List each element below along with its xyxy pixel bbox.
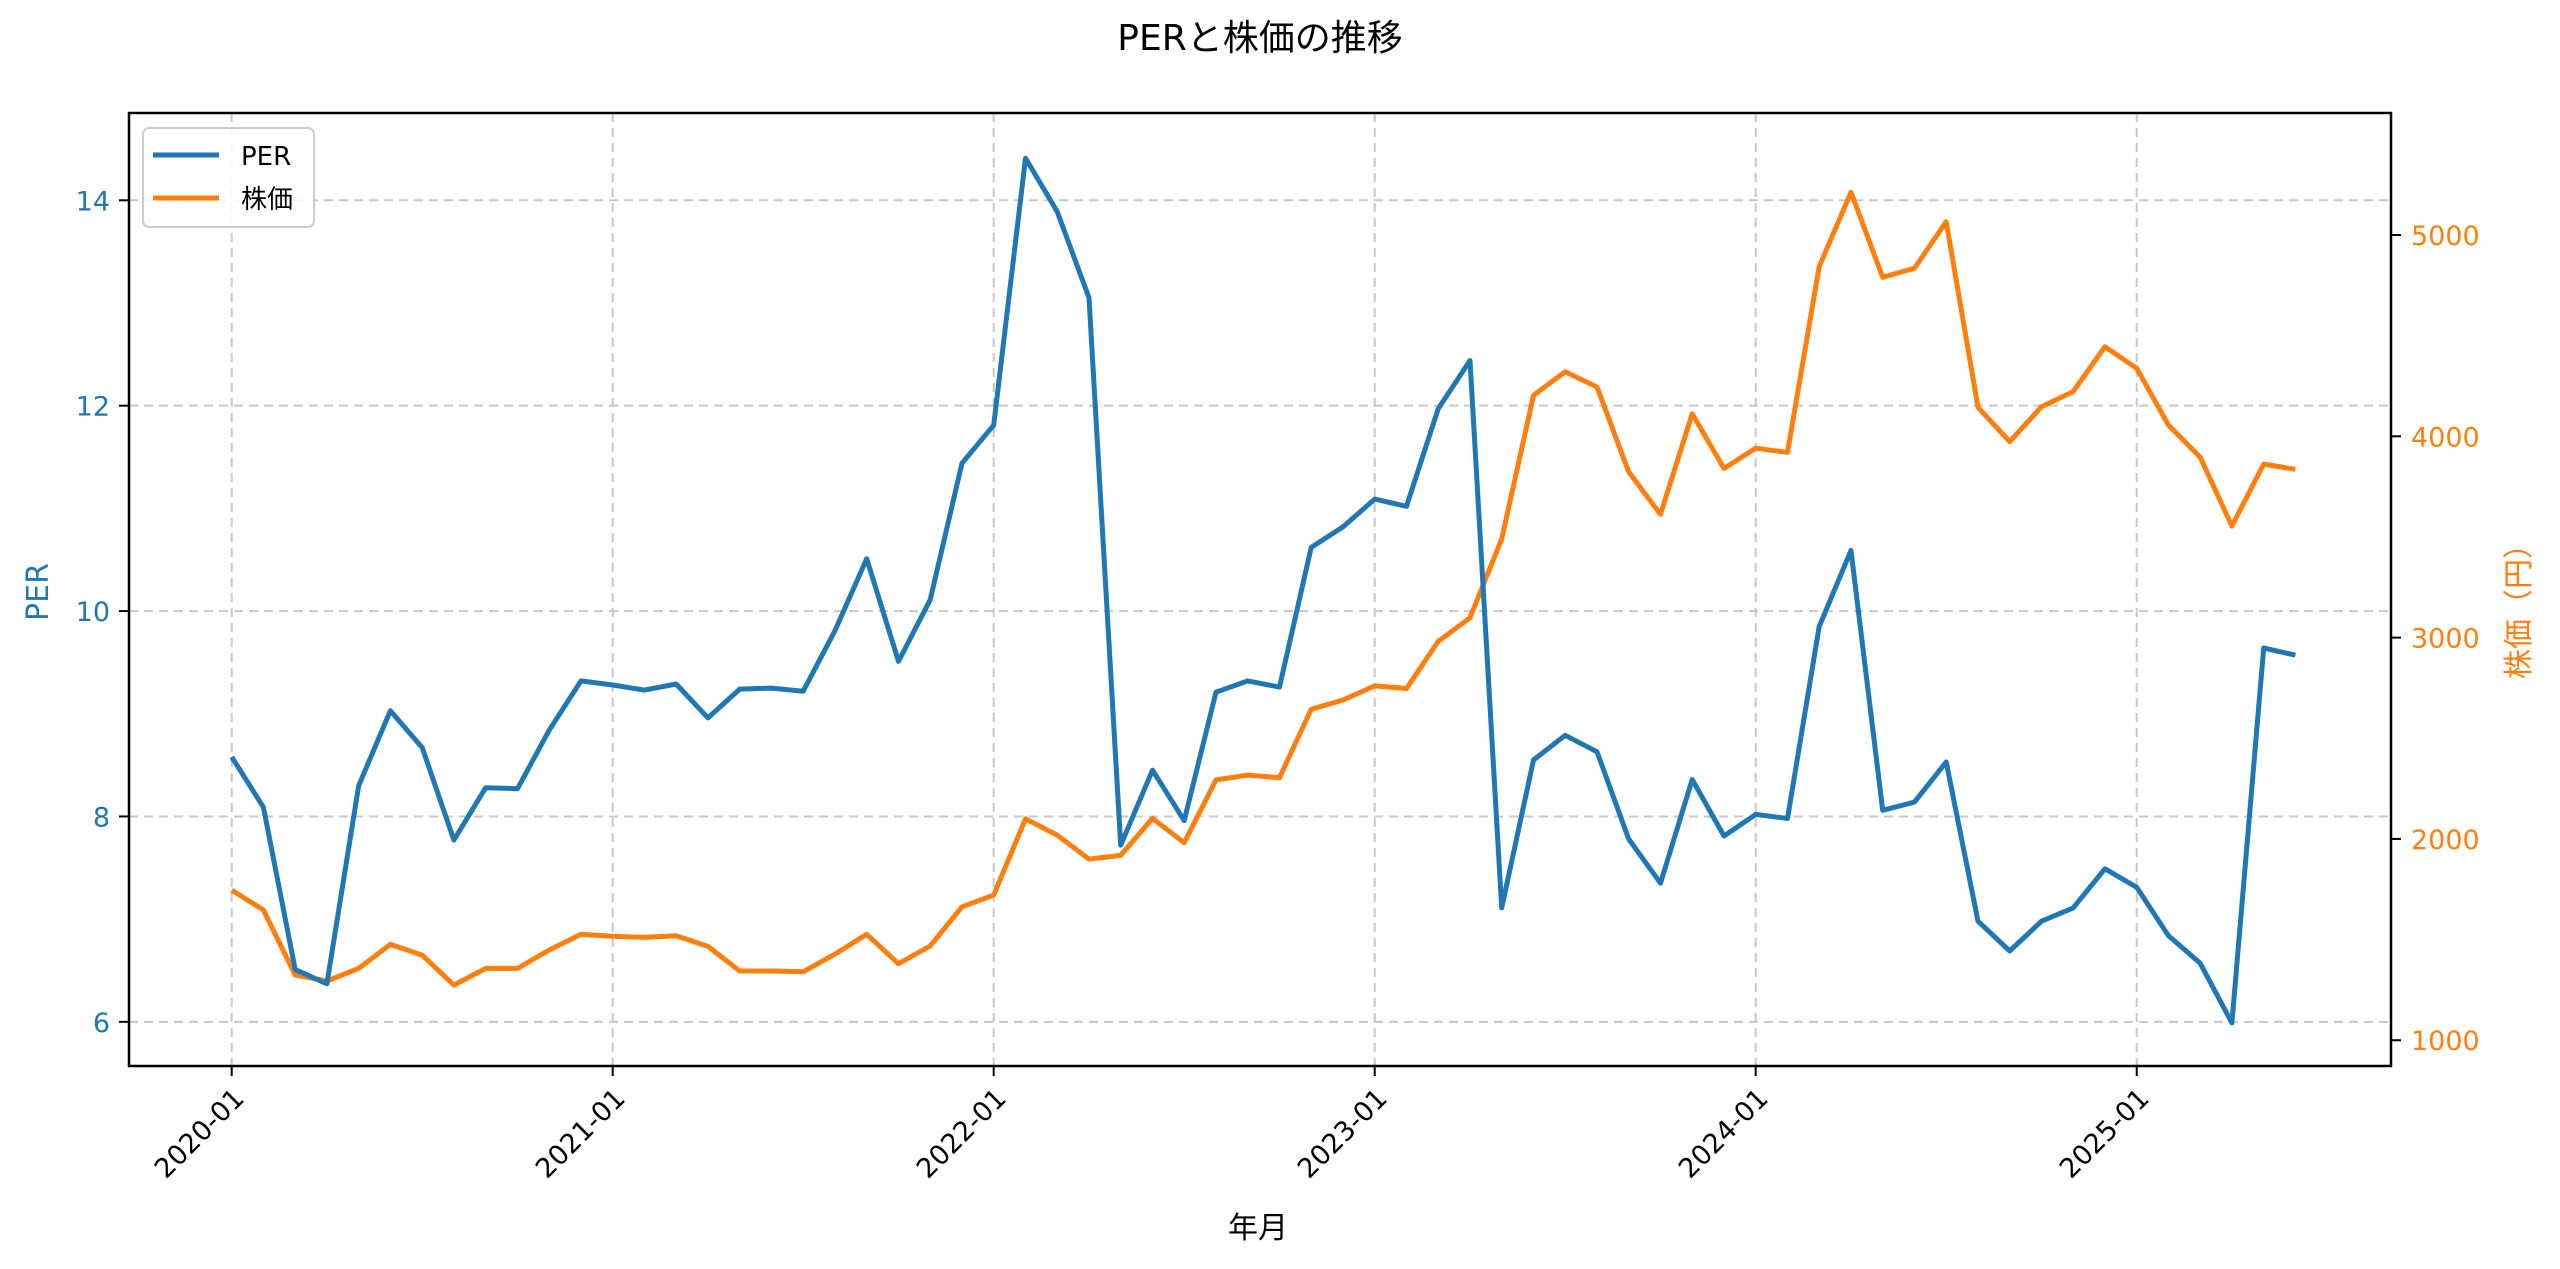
left-y-tick-label: 10: [76, 597, 110, 628]
right-y-tick-label: 4000: [2411, 422, 2480, 453]
legend: PER 株価: [142, 127, 315, 228]
left-y-tick-label: 12: [76, 392, 110, 423]
right-y-axis-ticks: 1000 2000 3000 4000 5000: [2391, 221, 2480, 1057]
plot-frame: [127, 111, 2393, 1068]
left-y-tick-label: 14: [76, 186, 110, 217]
right-y-axis-label: 株価（円）: [2502, 529, 2537, 679]
legend-label-price: 株価: [241, 185, 293, 215]
x-axis-label: 年月: [1228, 1211, 1288, 1246]
left-y-tick-label: 6: [93, 1008, 110, 1039]
right-y-tick-label: 5000: [2411, 221, 2480, 252]
left-y-axis-label: PER: [21, 563, 56, 621]
series-line-per: [229, 155, 2296, 1026]
right-y-tick-label: 2000: [2411, 825, 2480, 856]
left-y-tick-label: 8: [93, 802, 110, 833]
series-layer: [229, 155, 2296, 1026]
left-y-axis-ticks: 6 8 10 12 14: [76, 186, 129, 1039]
grid-lines: [129, 113, 2391, 1066]
chart-title: PERと株価の推移: [1117, 18, 1402, 59]
series-line-price: [230, 189, 2296, 988]
legend-label-per: PER: [241, 142, 291, 172]
right-y-tick-label: 1000: [2411, 1026, 2480, 1057]
right-y-tick-label: 3000: [2411, 624, 2480, 655]
